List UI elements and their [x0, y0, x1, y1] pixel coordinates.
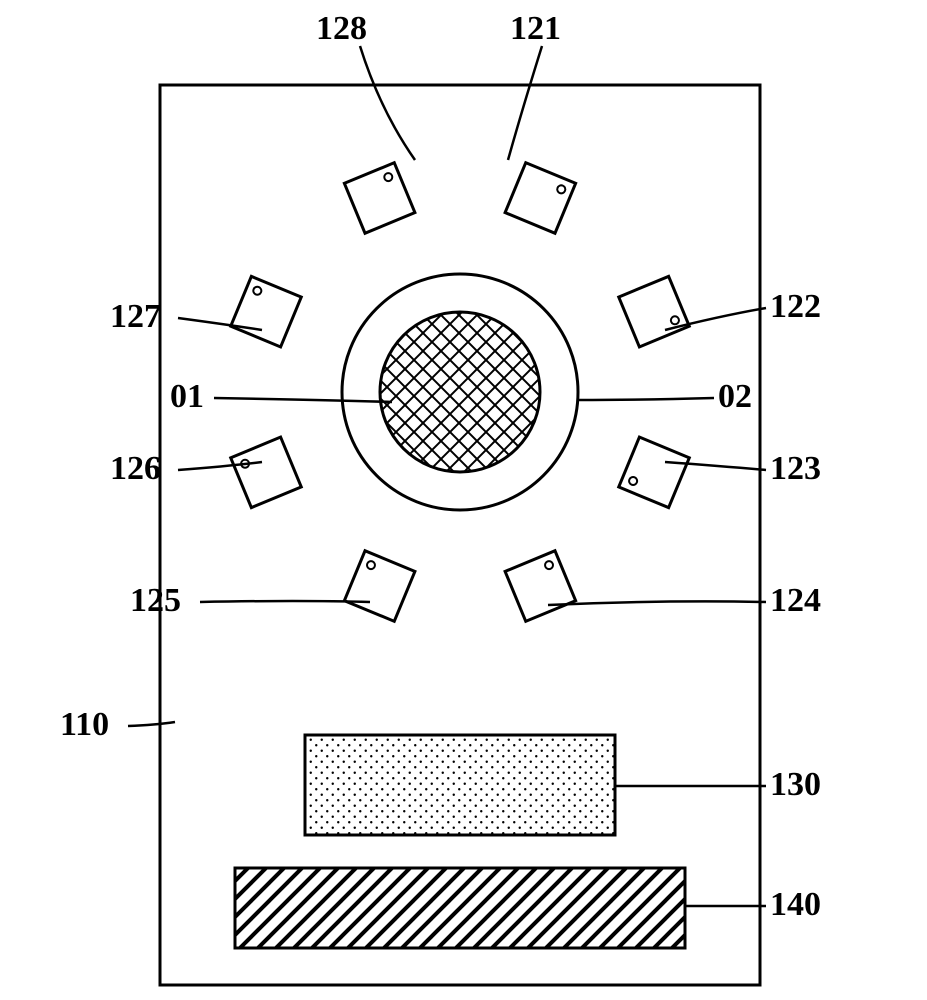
sensor-126 [231, 437, 302, 508]
label-130: 130 [770, 766, 821, 804]
sensor-122 [619, 276, 690, 347]
leader-110 [128, 722, 175, 726]
leader-01 [214, 398, 392, 402]
sensor-124 [505, 551, 576, 622]
label-123: 123 [770, 450, 821, 488]
diagram-canvas: 128 121 127 122 01 02 126 123 125 124 110 130 140 [0, 0, 927, 1000]
label-01: 01 [170, 378, 204, 416]
sensor-121 [505, 163, 576, 234]
leader-02 [578, 398, 714, 400]
sensor-127 [231, 276, 302, 347]
label-121: 121 [510, 10, 561, 48]
label-125: 125 [130, 582, 181, 620]
label-110: 110 [60, 706, 109, 744]
leader-121 [508, 46, 542, 160]
outer-frame [160, 85, 760, 985]
label-124: 124 [770, 582, 821, 620]
label-02: 02 [718, 378, 752, 416]
label-140: 140 [770, 886, 821, 924]
leader-125 [200, 601, 370, 602]
diagram-svg [0, 0, 927, 1000]
sensor-123 [619, 437, 690, 508]
sensor-128 [344, 163, 415, 234]
leader-124 [548, 601, 766, 605]
label-127: 127 [110, 298, 161, 336]
sensor-125 [344, 551, 415, 622]
inner-circle [380, 312, 540, 472]
block-130 [305, 735, 615, 835]
label-128: 128 [316, 10, 367, 48]
block-140 [235, 868, 685, 948]
leader-128 [360, 46, 415, 160]
label-122: 122 [770, 288, 821, 326]
label-126: 126 [110, 450, 161, 488]
